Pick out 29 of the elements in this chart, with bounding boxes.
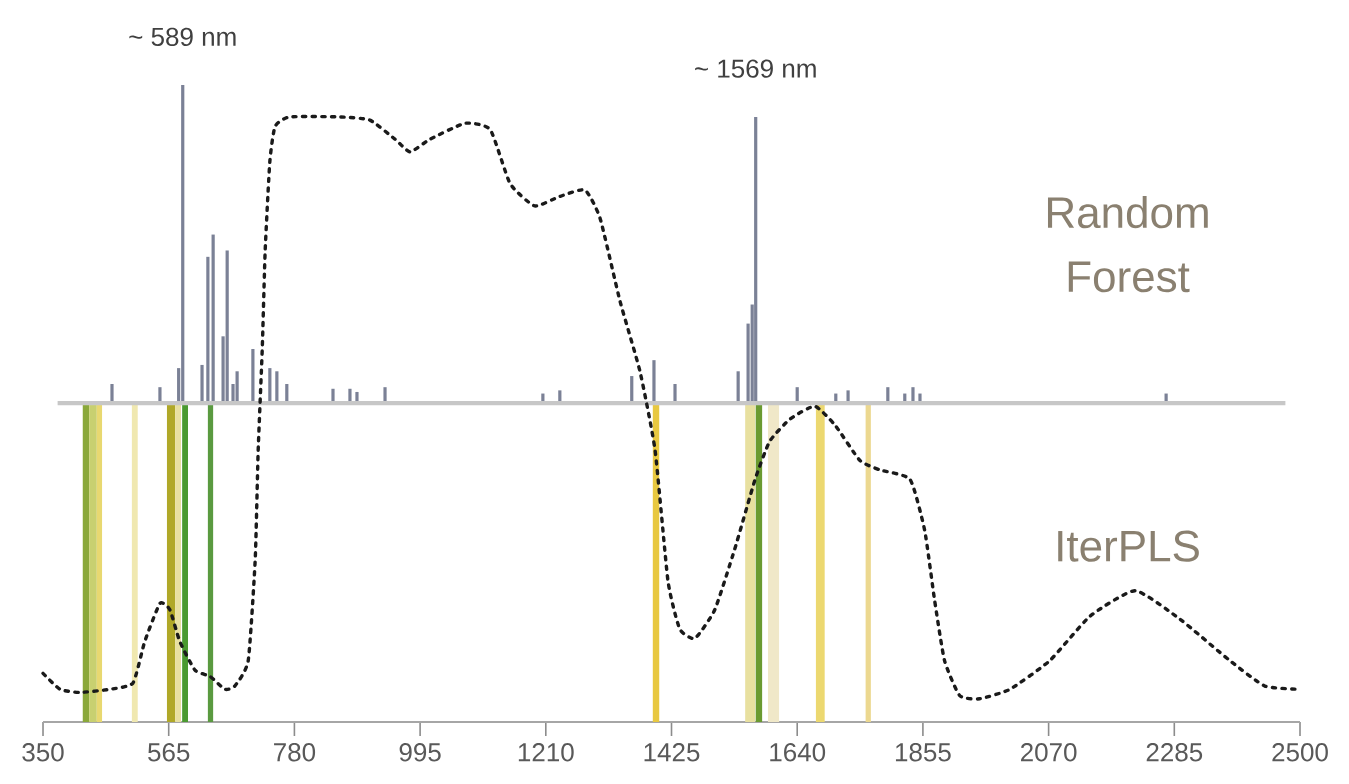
x-tick-label: 350: [22, 743, 64, 762]
bar: [383, 387, 387, 404]
x-tick-label: 1210: [518, 743, 574, 762]
annotation: ~ 1569 nm: [695, 59, 816, 78]
x-tick-label: 780: [274, 743, 316, 762]
annotation: IterPLS: [1058, 530, 1199, 562]
bar: [355, 391, 359, 404]
x-tick-label: 995: [399, 743, 441, 762]
annotation: ~ 589 nm: [129, 27, 236, 47]
x-tick-label: 2070: [1021, 743, 1077, 762]
annotation: Random Forest: [1047, 195, 1208, 293]
x-tick-label: 2500: [1272, 743, 1328, 762]
bar: [110, 384, 114, 404]
bar: [251, 349, 255, 404]
x-tick-label: 1855: [895, 743, 951, 762]
bar: [911, 387, 915, 404]
bar: [200, 364, 204, 404]
x-tick-label: 2285: [1146, 743, 1203, 762]
bar: [652, 360, 656, 404]
bar: [846, 390, 850, 404]
bar: [331, 388, 335, 404]
bar: [918, 393, 922, 404]
bar: [225, 250, 229, 404]
bar: [348, 388, 352, 404]
x-tick-label: 1425: [644, 743, 700, 762]
bar: [673, 384, 677, 404]
bar: [158, 387, 162, 404]
x-tick-label: 565: [148, 743, 190, 762]
x-tick-label: 1640: [770, 743, 826, 762]
